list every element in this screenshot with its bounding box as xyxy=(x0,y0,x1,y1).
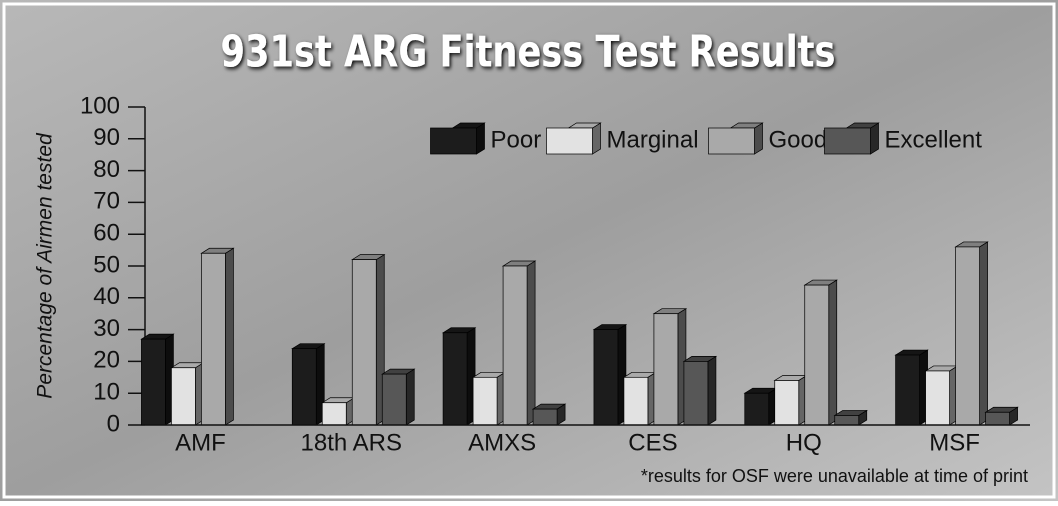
bar xyxy=(624,372,656,425)
bar-side xyxy=(829,280,837,425)
chart: 931st ARG Fitness Test Results Percentag… xyxy=(0,0,1058,501)
legend-swatch xyxy=(825,123,879,154)
bar xyxy=(352,255,384,425)
y-tick-label: 30 xyxy=(93,315,120,342)
bar-face xyxy=(431,128,477,154)
bar xyxy=(322,398,354,425)
y-tick-label: 50 xyxy=(93,251,120,278)
bar-face xyxy=(835,415,859,425)
x-tick-label: CES xyxy=(628,429,677,456)
legend-label: Poor xyxy=(491,126,542,153)
bar-face xyxy=(141,339,165,425)
bar-side xyxy=(225,248,233,425)
bar-face xyxy=(322,403,346,425)
bar xyxy=(745,388,777,425)
bar-face xyxy=(805,285,829,425)
legend-label: Excellent xyxy=(885,126,983,153)
bar-face xyxy=(624,377,648,425)
bar-side xyxy=(980,242,988,425)
bar xyxy=(533,404,565,425)
bar-face xyxy=(896,355,920,425)
bar-face xyxy=(352,260,376,425)
y-tick-label: 80 xyxy=(93,156,120,183)
bar-side xyxy=(406,369,414,425)
bar-face xyxy=(654,314,678,425)
legend-swatch xyxy=(431,123,485,154)
bar xyxy=(141,334,173,425)
bar xyxy=(986,407,1018,425)
bar xyxy=(594,325,626,425)
x-tick-label: HQ xyxy=(786,429,822,456)
bar xyxy=(926,366,958,425)
bar-face xyxy=(926,371,950,425)
bar xyxy=(835,410,867,425)
bar-side xyxy=(527,261,535,425)
bar-face xyxy=(171,368,195,425)
bar-face xyxy=(443,333,467,425)
x-tick-label: 18th ARS xyxy=(301,429,402,456)
bar xyxy=(473,372,505,425)
bar-face xyxy=(292,349,316,425)
bar xyxy=(292,344,324,425)
bar-face xyxy=(709,128,755,154)
bar-face xyxy=(503,266,527,425)
bar-face xyxy=(684,361,708,425)
bar xyxy=(171,363,203,425)
bar xyxy=(684,356,716,425)
y-tick-label: 70 xyxy=(93,188,120,215)
page: 931st ARG Fitness Test Results Percentag… xyxy=(0,0,1058,506)
bar xyxy=(775,375,807,425)
bar xyxy=(382,369,414,425)
bar xyxy=(503,261,535,425)
legend-swatch xyxy=(709,123,763,154)
bar-face xyxy=(775,380,799,425)
bar-face xyxy=(956,247,980,425)
bar-face xyxy=(986,412,1010,425)
bar-face xyxy=(594,330,618,425)
bar-face xyxy=(547,128,593,154)
bar xyxy=(654,309,686,425)
bar xyxy=(896,350,928,425)
y-axis-label: Percentage of Airmen tested xyxy=(34,132,57,399)
y-tick-label: 60 xyxy=(93,220,120,247)
y-tick-label: 90 xyxy=(93,124,120,151)
bar xyxy=(201,248,233,425)
bar xyxy=(443,328,475,425)
y-tick-label: 20 xyxy=(93,347,120,374)
x-tick-label: AMF xyxy=(175,429,226,456)
y-tick-label: 10 xyxy=(93,379,120,406)
y-tick-label: 40 xyxy=(93,283,120,310)
bar-face xyxy=(382,374,406,425)
x-tick-label: AMXS xyxy=(468,429,536,456)
bar-side xyxy=(708,356,716,425)
legend-label: Good xyxy=(769,126,828,153)
chart-title: 931st ARG Fitness Test Results xyxy=(221,27,836,78)
bar xyxy=(805,280,837,425)
legend-swatch xyxy=(547,123,601,154)
bar-face xyxy=(825,128,871,154)
bar-face xyxy=(201,253,225,425)
x-tick-label: MSF xyxy=(929,429,980,456)
legend-label: Marginal xyxy=(607,126,699,153)
y-tick-label: 0 xyxy=(107,410,120,437)
bar xyxy=(956,242,988,425)
bar-face xyxy=(745,393,769,425)
bar-face xyxy=(533,409,557,425)
footnote: *results for OSF were unavailable at tim… xyxy=(641,466,1028,486)
bar-face xyxy=(473,377,497,425)
y-tick-label: 100 xyxy=(80,92,120,119)
